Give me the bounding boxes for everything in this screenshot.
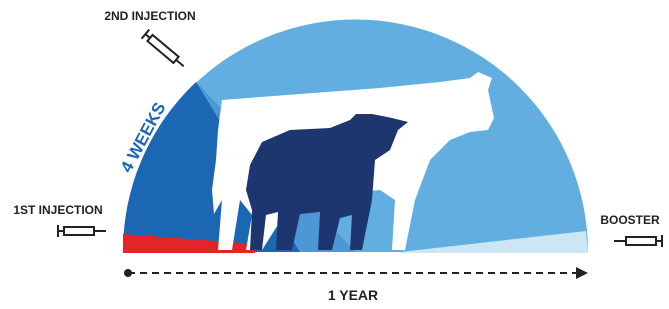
booster-label: BOOSTER <box>600 213 660 227</box>
timeline-arrow <box>576 267 588 279</box>
duration-label: 1 YEAR <box>328 287 378 303</box>
diagram: 2ND INJECTION 4 WEEKS 1ST INJECTION BOOS… <box>0 0 669 309</box>
syringe-second <box>142 30 188 71</box>
second-injection-label: 2ND INJECTION <box>104 9 195 23</box>
first-injection-label: 1ST INJECTION <box>13 203 102 217</box>
syringe-first <box>58 225 106 237</box>
syringe-booster <box>614 235 662 247</box>
